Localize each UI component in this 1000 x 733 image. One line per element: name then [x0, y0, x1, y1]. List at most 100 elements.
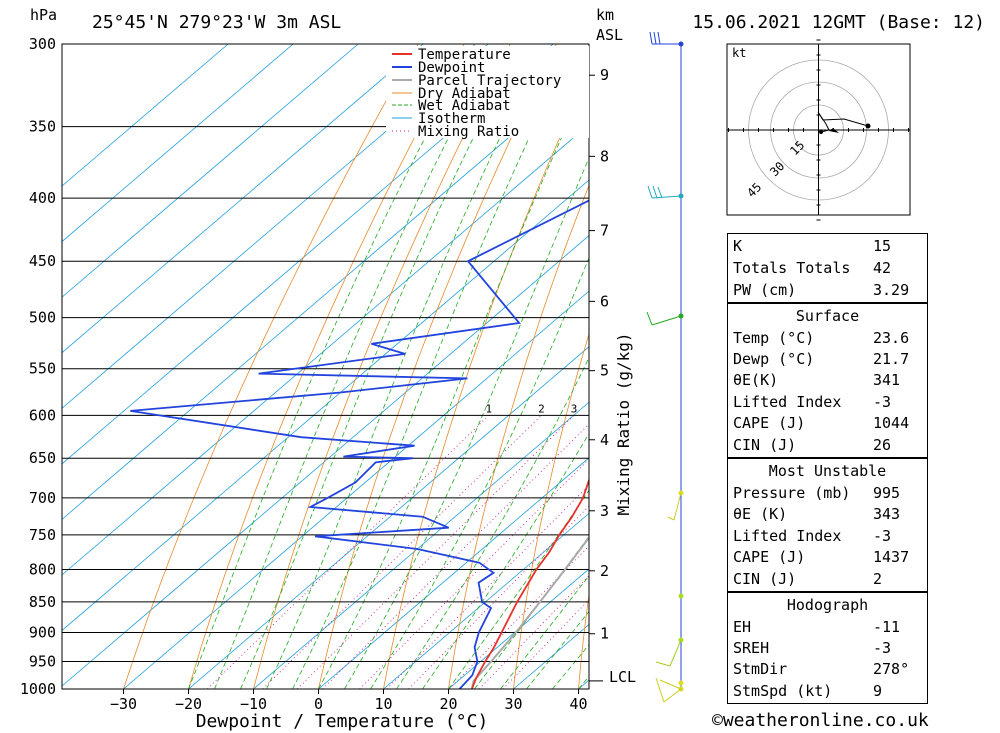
surface-title: Surface: [795, 307, 860, 325]
index-row: θE (K) 343: [728, 504, 927, 525]
index-key: SREH: [733, 639, 770, 657]
wet-adiabat-line: [396, 356, 589, 689]
isotherm-line: [62, 179, 589, 631]
wind-barb: [646, 311, 682, 326]
isotherm-line: [318, 457, 589, 689]
index-row: StmDir 278°: [728, 659, 927, 680]
index-row: CIN (J) 26: [728, 435, 927, 456]
wind-barb: [655, 677, 682, 703]
hodograph-title: Hodograph: [786, 596, 869, 614]
isotherm-line: [62, 235, 589, 687]
index-key: Lifted Index: [733, 527, 842, 545]
temperature-profile: [471, 477, 589, 689]
index-value: 42: [873, 259, 892, 277]
general-indices-panel: K 15 Totals Totals 42 PW (cm) 3.29: [727, 233, 928, 303]
index-value: 278°: [873, 660, 910, 678]
index-value: -3: [873, 527, 892, 545]
legend: Temperature Dewpoint Parcel Trajectory D…: [386, 46, 589, 140]
index-row: CIN (J) 2: [728, 569, 927, 590]
pressure-tick-label: 350: [29, 118, 56, 136]
index-value: 3.29: [873, 281, 910, 299]
index-value: -11: [873, 618, 901, 636]
pressure-tick-label: 900: [29, 624, 56, 642]
hodograph-start-point: [819, 130, 823, 134]
hodograph-unit: kt: [732, 46, 746, 60]
index-key: CIN (J): [733, 436, 797, 454]
index-value: 995: [873, 484, 901, 502]
index-key: K: [733, 237, 743, 255]
index-value: 26: [873, 436, 892, 454]
pressure-tick-label: 550: [29, 360, 56, 378]
km-tick-label: 9: [600, 66, 609, 84]
mixing-ratio-label: 8: [655, 402, 662, 415]
legend-dewpoint: Dewpoint: [418, 60, 485, 76]
mixing-ratio-label: 15: [711, 402, 724, 415]
index-value: 341: [873, 371, 901, 389]
wind-barb: [649, 31, 681, 45]
x-tick-label: 10: [374, 695, 392, 713]
hodograph-trace: [817, 111, 869, 133]
index-key: CIN (J): [733, 570, 797, 588]
datetime-title: 15.06.2021 12GMT (Base: 12): [692, 12, 985, 33]
wind-barb: [647, 185, 682, 199]
hpa-unit-label: hPa: [30, 6, 57, 24]
mixing-ratio-line: [322, 423, 589, 689]
parcel-trajectory: [470, 536, 589, 689]
index-value: 15: [873, 237, 892, 255]
index-row: θE(K) 341: [728, 370, 927, 391]
index-key: EH: [733, 618, 752, 636]
isotherm-line: [62, 123, 589, 576]
km-tick-label: 1: [600, 625, 609, 643]
mixing-ratio-label: 2: [538, 402, 545, 415]
dry-adiabat-line: [318, 44, 557, 689]
index-row: Lifted Index -3: [728, 392, 927, 413]
mixing-ratio-line: [206, 414, 490, 689]
index-row: Temp (°C) 23.6: [728, 328, 927, 349]
isotherm-line: [62, 44, 489, 409]
index-row: Totals Totals 42: [728, 258, 927, 279]
footer-credit: ©weatheronline.co.uk: [712, 710, 929, 731]
dry-adiabat-line: [123, 44, 419, 689]
legend-wet-adiabat: Wet Adiabat: [418, 98, 511, 114]
location-title: 25°45'N 279°23'W 3m ASL: [92, 12, 341, 33]
index-value: 23.6: [873, 329, 910, 347]
km-unit-label: km: [596, 6, 614, 24]
mixing-ratio-label: 10: [673, 402, 686, 415]
mixing-ratio-line: [296, 414, 575, 689]
index-key: Totals Totals: [733, 259, 851, 277]
pressure-tick-label: 700: [29, 489, 56, 507]
index-value: 2: [873, 570, 883, 588]
most-unstable-panel: Most Unstable Pressure (mb) 995 θE (K) 343…: [727, 458, 928, 592]
index-row: StmSpd (kt) 9: [728, 681, 927, 702]
legend-dry-adiabat: Dry Adiabat: [418, 86, 511, 102]
wet-adiabat-line: [448, 489, 589, 689]
dry-adiabat-line: [578, 592, 589, 689]
mixing-ratio-label: 1: [486, 402, 493, 415]
pressure-tick-label: 400: [29, 189, 56, 207]
pressure-tick-label: 600: [29, 406, 56, 424]
hodograph-indices-panel: Hodograph EH -11 SREH -3 StmDir 278° StmSpd…: [727, 592, 928, 704]
mixing-ratio-axis-title: Mixing Ratio (g/kg): [614, 332, 633, 515]
wind-level-dot: [678, 680, 684, 686]
x-tick-label: 30: [504, 695, 522, 713]
legend-parcel: Parcel Trajectory: [418, 73, 561, 89]
wind-level-dot: [678, 593, 684, 599]
index-value: 1437: [873, 548, 910, 566]
x-tick-label: 40: [569, 695, 587, 713]
isotherm-line: [62, 68, 589, 520]
index-key: CAPE (J): [733, 548, 806, 566]
dewpoint-profile: [130, 70, 589, 689]
isotherm-line: [62, 44, 554, 465]
index-key: Temp (°C): [733, 329, 815, 347]
km-tick-label: 8: [600, 147, 609, 165]
index-row: SREH -3: [728, 638, 927, 659]
isotherm-line: [62, 44, 424, 354]
isotherm-line: [448, 568, 589, 689]
index-row: Lifted Index -3: [728, 526, 927, 547]
hodograph-end-point: [865, 123, 871, 129]
pressure-tick-label: 650: [29, 449, 56, 467]
mixing-ratio-line: [408, 505, 589, 689]
index-key: Dewp (°C): [733, 350, 815, 368]
pressure-tick-label: 1000: [20, 680, 56, 698]
x-tick-label: 0: [314, 695, 323, 713]
